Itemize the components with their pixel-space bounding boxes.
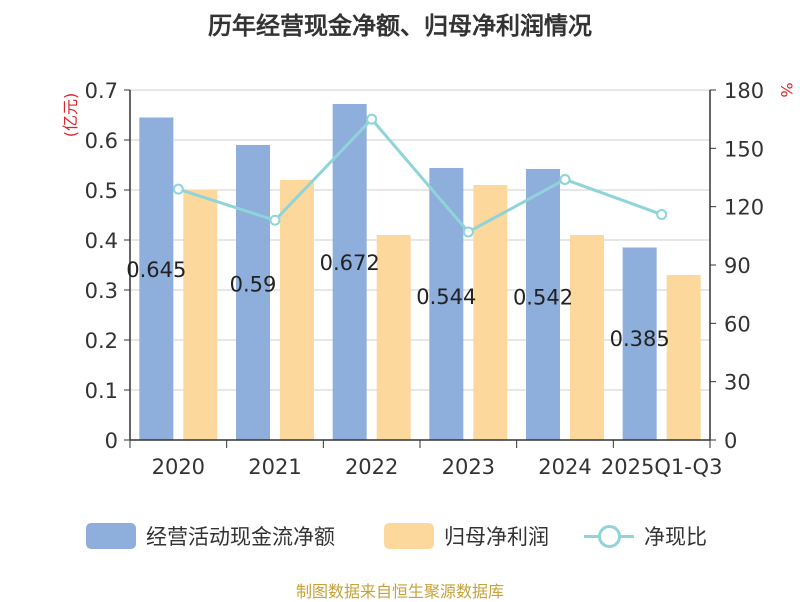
bar-cashflow: [236, 145, 270, 440]
bar-net-profit: [280, 180, 314, 440]
ratio-point: [462, 226, 474, 238]
y-right-axis-label: %: [777, 82, 796, 97]
ratio-line: [177, 116, 663, 234]
y-left-tick-label: 0.2: [85, 329, 118, 353]
ratio-point: [366, 113, 378, 125]
y-right-tick-label: 90: [724, 254, 751, 278]
y-left-axis-label: (亿元): [61, 93, 80, 138]
legend-label-net-profit: 归母净利润: [444, 525, 549, 549]
legend-swatch-net-profit: [384, 523, 434, 549]
y-right-tick-label: 120: [724, 196, 764, 220]
bar-net-profit: [376, 235, 411, 440]
line-series: [172, 113, 668, 238]
x-tick-label: 2020: [152, 455, 205, 479]
bar-net-profit: [666, 275, 701, 440]
y-left-tick-label: 0.7: [85, 79, 118, 103]
axes: 0 0.1 0.2 0.3 0.4 0.5 0.6 0.7 0 30 60 90 120 150 180 (亿…: [61, 79, 796, 479]
y-left-tick-label: 0.6: [85, 129, 118, 153]
bar-net-profit: [183, 190, 218, 440]
y-right-tick-label: 30: [724, 371, 751, 395]
ratio-point: [656, 208, 668, 220]
data-source-note: 制图数据来自恒生聚源数据库: [295, 582, 504, 601]
data-label-cashflow: 0.645: [126, 258, 186, 282]
y-left-tick-label: 0.4: [85, 229, 118, 253]
y-left-tick-label: 0.5: [85, 179, 118, 203]
y-left-tick-label: 0.1: [85, 379, 118, 403]
y-right-tick-label: 180: [724, 79, 764, 103]
ratio-point: [269, 214, 281, 226]
chart-title: 历年经营现金净额、归母净利润情况: [208, 12, 592, 40]
bar-cashflow: [526, 169, 560, 440]
bar-series: [139, 104, 701, 440]
legend-item-ratio[interactable]: 净现比: [584, 516, 707, 556]
data-label-cashflow: 0.542: [513, 285, 573, 309]
legend-item-net-profit[interactable]: 归母净利润: [384, 516, 549, 556]
legend-swatch-ratio: [584, 523, 634, 549]
ratio-point: [559, 173, 571, 185]
legend: 经营活动现金流净额 归母净利润 净现比: [0, 516, 800, 556]
data-label-cashflow: 0.672: [320, 251, 380, 275]
y-right-tick-label: 60: [724, 312, 751, 336]
x-tick-label: 2022: [345, 455, 398, 479]
ratio-point: [172, 183, 184, 195]
y-right-tick-label: 150: [724, 137, 764, 161]
legend-label-cashflow: 经营活动现金流净额: [146, 525, 335, 549]
y-left-tick-label: 0.3: [85, 279, 118, 303]
data-label-cashflow: 0.544: [416, 285, 476, 309]
x-tick-label: 2023: [442, 455, 495, 479]
x-tick-label: 2025Q1-Q3: [601, 455, 723, 479]
bar-net-profit: [570, 235, 604, 440]
bar-cashflow: [622, 247, 657, 440]
legend-item-cashflow[interactable]: 经营活动现金流净额: [86, 516, 335, 556]
y-left-tick-label: 0: [105, 429, 118, 453]
x-tick-label: 2021: [248, 455, 301, 479]
bar-cashflow: [139, 117, 174, 440]
bar-cashflow: [332, 104, 367, 440]
data-label-cashflow: 0.385: [610, 327, 670, 351]
data-labels: 0.645 0.59 0.672 0.544 0.542 0.385: [126, 251, 669, 351]
bar-net-profit: [473, 185, 508, 440]
x-tick-label: 2024: [538, 455, 591, 479]
legend-label-ratio: 净现比: [644, 525, 707, 549]
legend-swatch-cashflow: [86, 523, 136, 549]
data-label-cashflow: 0.59: [230, 273, 277, 297]
bar-cashflow: [429, 168, 464, 440]
y-right-tick-label: 0: [724, 429, 737, 453]
combo-chart: 0 0.1 0.2 0.3 0.4 0.5 0.6 0.7 0 30 60 90 120 150 180 (亿…: [61, 79, 796, 479]
